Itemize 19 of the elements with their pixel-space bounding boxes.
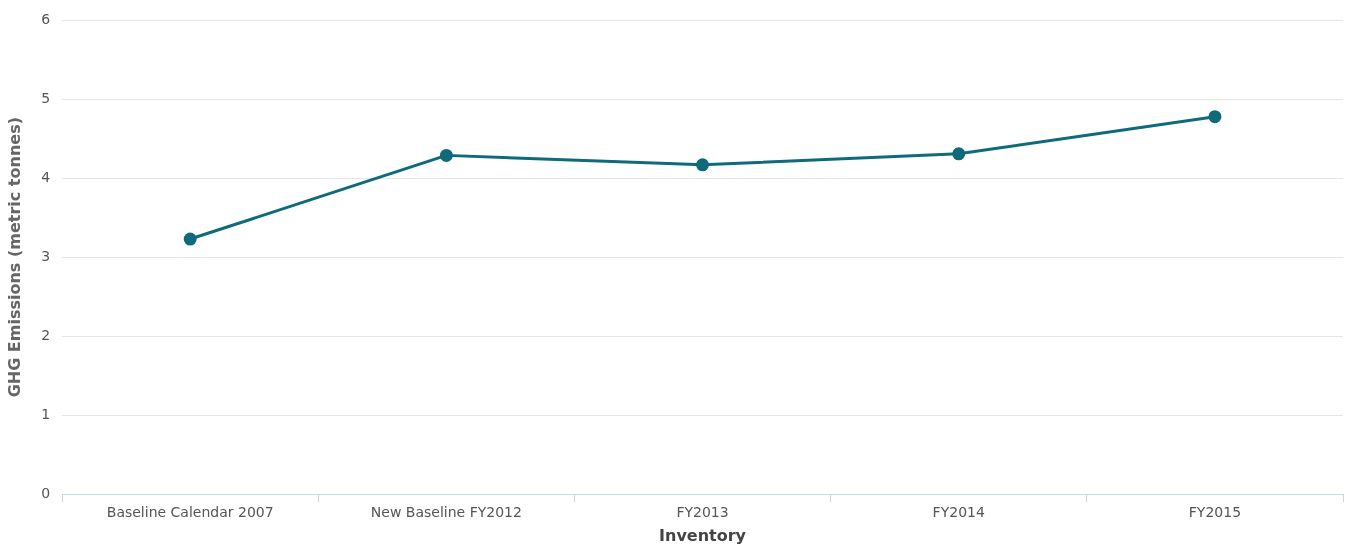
y-tick-label: 5 — [41, 89, 51, 106]
x-axis-title: Inventory — [659, 525, 747, 545]
y-tick-label: 2 — [41, 326, 51, 343]
point — [952, 147, 966, 161]
y-axis-title: GHG Emissions (metric tonnes) — [4, 117, 24, 398]
x-tick-label: FY2014 — [932, 504, 985, 521]
x-tick-label: Baseline Calendar 2007 — [106, 504, 274, 521]
y-tick-label: 6 — [41, 11, 51, 28]
y-tick-label: 1 — [41, 405, 51, 422]
x-tick-label: FY2015 — [1188, 504, 1242, 521]
x-tick-label: FY2013 — [676, 504, 729, 521]
point — [1208, 110, 1222, 124]
y-tick-label: 0 — [41, 484, 51, 501]
y-tick-label: 3 — [41, 247, 51, 264]
x-tick-label: New Baseline FY2012 — [370, 504, 522, 521]
y-tick-label: 4 — [41, 168, 51, 185]
point — [696, 158, 710, 172]
point — [439, 148, 453, 162]
point — [183, 232, 197, 246]
